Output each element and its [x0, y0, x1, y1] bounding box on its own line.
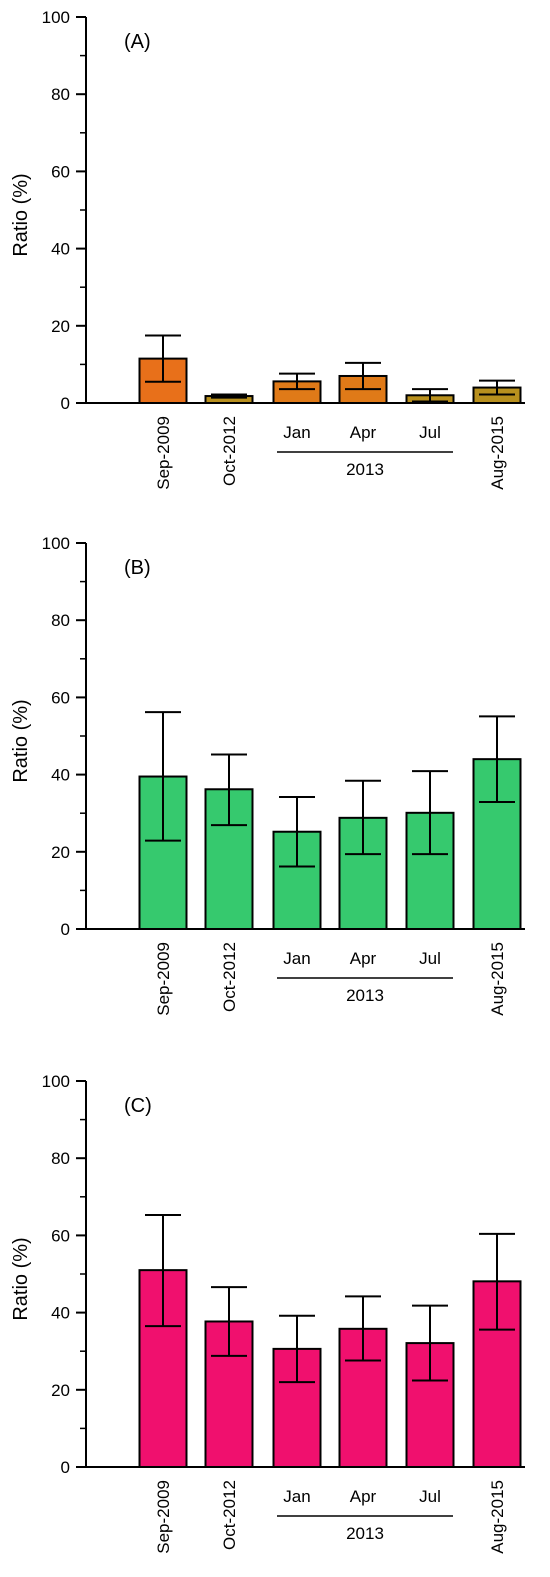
- category-label: Oct-2012: [220, 416, 239, 486]
- category-label: Jan: [283, 1487, 310, 1506]
- category-label: Sep-2009: [154, 942, 173, 1016]
- category-label: Apr: [350, 1487, 377, 1506]
- y-tick-label: 20: [51, 317, 70, 336]
- category-label: Oct-2012: [220, 1480, 239, 1550]
- y-axis-title: Ratio (%): [10, 1237, 32, 1320]
- chart-panel-2: 0 20 40 60 80 100 Ratio (%) (C) Sep-2009 Oct-2012…: [10, 1072, 525, 1554]
- category-label: Jan: [283, 423, 310, 442]
- y-tick-label: 80: [51, 85, 70, 104]
- panel-label: (C): [124, 1095, 152, 1117]
- y-tick-label: 0: [61, 920, 70, 939]
- category-label: Sep-2009: [154, 416, 173, 490]
- y-tick-label: 0: [61, 1458, 70, 1477]
- group-label: 2013: [346, 460, 384, 479]
- y-tick-label: 100: [42, 1072, 70, 1091]
- y-tick-label: 60: [51, 162, 70, 181]
- panel-label: (A): [124, 31, 151, 53]
- category-label: Aug-2015: [488, 942, 507, 1016]
- chart-panel-1: 0 20 40 60 80 100 Ratio (%) (B) Sep-2009 Oct-2012…: [10, 534, 525, 1016]
- chart-panel-0: 0 20 40 60 80 100 Ratio (%) (A) Sep-2009 Oct-2012…: [10, 8, 525, 490]
- y-tick-label: 100: [42, 534, 70, 553]
- y-axis-title: Ratio (%): [10, 699, 32, 782]
- y-axis-title: Ratio (%): [10, 173, 32, 256]
- y-tick-label: 20: [51, 843, 70, 862]
- y-tick-label: 80: [51, 1149, 70, 1168]
- category-label: Jul: [419, 949, 441, 968]
- category-label: Jul: [419, 1487, 441, 1506]
- category-label: Oct-2012: [220, 942, 239, 1012]
- category-label: Sep-2009: [154, 1480, 173, 1554]
- y-tick-label: 80: [51, 611, 70, 630]
- category-label: Apr: [350, 423, 377, 442]
- y-tick-label: 60: [51, 1226, 70, 1245]
- group-label: 2013: [346, 986, 384, 1005]
- category-label: Jul: [419, 423, 441, 442]
- y-tick-label: 40: [51, 766, 70, 785]
- y-tick-label: 60: [51, 688, 70, 707]
- y-tick-label: 40: [51, 240, 70, 259]
- y-tick-label: 100: [42, 8, 70, 27]
- category-label: Apr: [350, 949, 377, 968]
- y-tick-label: 0: [61, 394, 70, 413]
- y-tick-label: 40: [51, 1304, 70, 1323]
- category-label: Jan: [283, 949, 310, 968]
- group-label: 2013: [346, 1524, 384, 1543]
- y-tick-label: 20: [51, 1381, 70, 1400]
- panel-label: (B): [124, 557, 151, 579]
- category-label: Aug-2015: [488, 416, 507, 490]
- category-label: Aug-2015: [488, 1480, 507, 1554]
